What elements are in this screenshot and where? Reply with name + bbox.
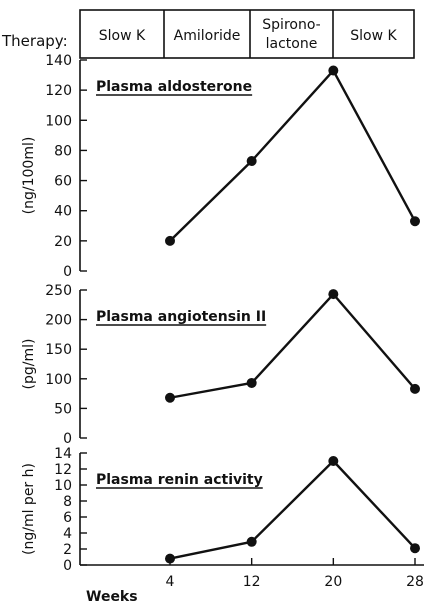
therapy-period-label: Spirono-: [262, 17, 320, 33]
x-tick-label: 20: [324, 574, 342, 590]
x-axis: 4 12 20 28 Weeks: [80, 558, 424, 604]
x-tick-label: 12: [243, 574, 261, 590]
y-tick-label: 20: [54, 234, 72, 250]
data-point: [165, 235, 175, 246]
data-point: [328, 289, 339, 300]
series-line: [169, 292, 416, 399]
therapy-label: Therapy:: [1, 32, 68, 50]
x-tick-label: 4: [166, 574, 175, 590]
therapy-period-label: Amiloride: [174, 28, 241, 44]
x-tick-label: 28: [406, 574, 424, 590]
therapy-box: [79, 9, 415, 59]
y-axis-label: (ng/100ml): [21, 137, 37, 215]
y-tick-label: 80: [54, 143, 72, 159]
y-tick-label: 14: [54, 446, 72, 462]
series-line: [169, 69, 417, 242]
data-point: [246, 377, 257, 388]
therapy-periods: Slow K Amiloride Spirono-lactone Slow K: [99, 10, 398, 58]
y-tick-label: 0: [63, 431, 72, 447]
y-tick-label: 8: [63, 494, 72, 510]
chart-panel: 0 50 100 150 200 250 (pg/ml) Plasma angiotensin…: [21, 283, 420, 447]
y-tick-label: 50: [54, 401, 72, 417]
y-tick-label: 0: [63, 558, 72, 574]
data-point: [328, 456, 339, 466]
data-point: [165, 392, 175, 403]
therapy-period-label: lactone: [266, 36, 318, 52]
panel-title: Plasma renin activity: [96, 472, 263, 488]
data-point: [246, 536, 257, 547]
data-point: [410, 383, 420, 394]
y-tick-label: 100: [45, 113, 72, 129]
y-tick-label: 250: [45, 283, 72, 299]
y-tick-label: 150: [45, 342, 72, 358]
data-point: [410, 216, 420, 227]
y-tick-label: 120: [45, 83, 72, 99]
y-tick-label: 100: [45, 372, 72, 388]
data-point: [246, 155, 257, 166]
panel-title: Plasma angiotensin II: [96, 309, 266, 325]
data-point: [328, 65, 339, 76]
y-axis-label: (ng/ml per h): [21, 463, 37, 555]
y-tick-label: 60: [54, 174, 72, 190]
data-point: [410, 543, 420, 554]
series-line: [169, 459, 416, 560]
y-tick-label: 2: [63, 542, 72, 558]
y-tick-label: 0: [63, 264, 72, 280]
therapy-period-label: Slow K: [99, 28, 146, 44]
y-tick-label: 12: [54, 462, 72, 478]
panel-title: Plasma aldosterone: [96, 79, 252, 95]
chart-panel: 0 20 40 60 80 100 120 140 (ng/100ml) Plasma aldos…: [21, 53, 420, 280]
y-tick-label: 4: [63, 526, 72, 542]
therapy-period-label: Slow K: [350, 28, 397, 44]
y-tick-label: 200: [45, 313, 72, 329]
x-axis-label: Weeks: [86, 589, 138, 604]
y-tick-label: 10: [54, 478, 72, 494]
y-tick-label: 140: [45, 53, 72, 69]
y-tick-label: 6: [63, 510, 72, 526]
y-axis-label: (pg/ml): [21, 339, 37, 390]
y-tick-label: 40: [54, 204, 72, 220]
